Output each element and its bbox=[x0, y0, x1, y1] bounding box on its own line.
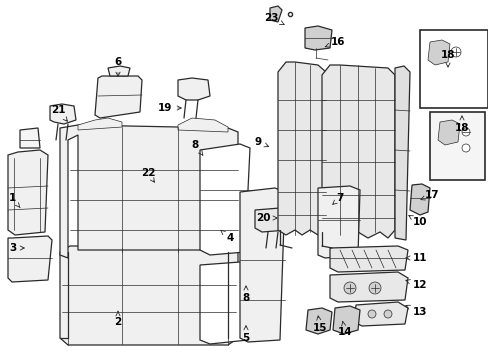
Text: 12: 12 bbox=[405, 280, 427, 290]
Circle shape bbox=[461, 128, 469, 136]
Text: 6: 6 bbox=[114, 57, 122, 76]
Polygon shape bbox=[50, 104, 76, 124]
Text: 18: 18 bbox=[454, 116, 468, 133]
Polygon shape bbox=[305, 308, 331, 334]
Circle shape bbox=[367, 310, 375, 318]
Text: 8: 8 bbox=[191, 140, 203, 155]
Text: 1: 1 bbox=[8, 193, 20, 208]
Polygon shape bbox=[200, 262, 251, 344]
Polygon shape bbox=[332, 306, 359, 334]
Circle shape bbox=[383, 310, 391, 318]
Text: 23: 23 bbox=[263, 13, 284, 24]
Polygon shape bbox=[409, 184, 429, 215]
Polygon shape bbox=[437, 120, 459, 145]
Text: 8: 8 bbox=[242, 286, 249, 303]
Text: 10: 10 bbox=[408, 216, 427, 227]
Polygon shape bbox=[78, 118, 122, 130]
Polygon shape bbox=[200, 144, 249, 255]
Polygon shape bbox=[269, 6, 282, 22]
Polygon shape bbox=[353, 302, 407, 326]
Text: 2: 2 bbox=[114, 311, 122, 327]
Polygon shape bbox=[317, 186, 359, 258]
Polygon shape bbox=[321, 65, 394, 238]
Text: 11: 11 bbox=[405, 253, 427, 263]
Polygon shape bbox=[148, 182, 172, 196]
Text: 18: 18 bbox=[440, 50, 454, 67]
Circle shape bbox=[450, 47, 460, 57]
Polygon shape bbox=[394, 66, 409, 240]
Text: 5: 5 bbox=[242, 326, 249, 343]
Text: 22: 22 bbox=[141, 168, 155, 182]
Text: 9: 9 bbox=[254, 137, 268, 147]
Polygon shape bbox=[60, 246, 238, 345]
Text: 13: 13 bbox=[405, 305, 427, 317]
Text: 16: 16 bbox=[325, 37, 345, 47]
Polygon shape bbox=[329, 272, 407, 302]
Text: 17: 17 bbox=[420, 190, 438, 200]
Text: 4: 4 bbox=[221, 230, 233, 243]
Text: 15: 15 bbox=[312, 316, 326, 333]
Polygon shape bbox=[8, 150, 48, 235]
Polygon shape bbox=[108, 66, 130, 76]
Polygon shape bbox=[278, 62, 325, 235]
Polygon shape bbox=[329, 246, 407, 272]
Polygon shape bbox=[240, 188, 285, 342]
Polygon shape bbox=[20, 128, 40, 148]
Circle shape bbox=[368, 282, 380, 294]
Circle shape bbox=[461, 144, 469, 152]
Text: 21: 21 bbox=[51, 105, 67, 121]
Text: 20: 20 bbox=[255, 213, 277, 223]
Text: 19: 19 bbox=[158, 103, 181, 113]
Polygon shape bbox=[427, 40, 449, 65]
Polygon shape bbox=[8, 236, 52, 282]
Polygon shape bbox=[305, 26, 331, 50]
Text: 14: 14 bbox=[337, 321, 351, 337]
Text: 7: 7 bbox=[332, 193, 343, 204]
Circle shape bbox=[343, 282, 355, 294]
Polygon shape bbox=[178, 78, 209, 100]
Bar bbox=[419, 30, 487, 108]
Polygon shape bbox=[60, 125, 238, 258]
Polygon shape bbox=[95, 76, 142, 118]
Bar bbox=[429, 112, 484, 180]
Polygon shape bbox=[178, 118, 227, 132]
Polygon shape bbox=[254, 208, 289, 232]
Text: 3: 3 bbox=[9, 243, 24, 253]
